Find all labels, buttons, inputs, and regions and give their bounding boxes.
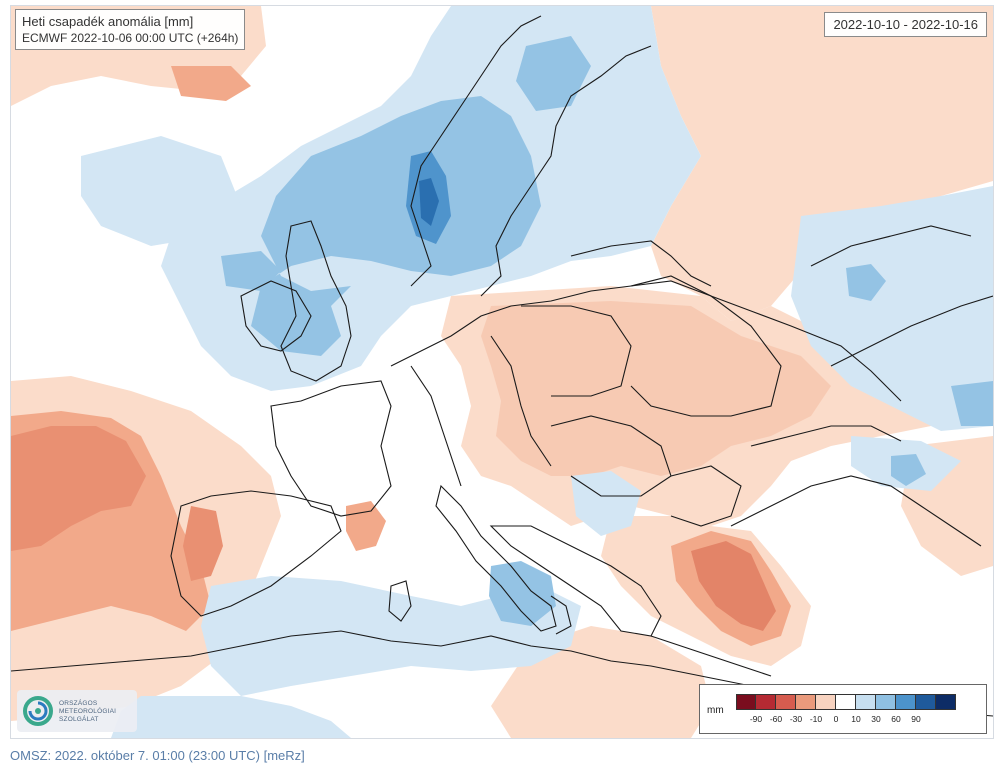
legend-swatch (776, 694, 796, 710)
logo-line-1: ORSZÁGOS (59, 700, 98, 707)
forecast-period: 2022-10-10 - 2022-10-16 (824, 12, 987, 37)
wet-dark-norway-core (419, 178, 439, 226)
legend-tick-label: 0 (833, 714, 839, 724)
legend-tick-label: 90 (911, 714, 921, 724)
legend-tick-label: 30 (871, 714, 881, 724)
border-poland (521, 305, 632, 397)
coast-black-sea-south (730, 475, 982, 547)
coast-aegean-south (650, 635, 772, 677)
footer-credit: OMSZ: 2022. október 7. 01:00 (23:00 UTC)… (10, 748, 305, 763)
map-subtitle: ECMWF 2022-10-06 00:00 UTC (+264h) (22, 31, 239, 45)
legend-tick-label: 10 (851, 714, 861, 724)
color-legend: mm -90 -60 -30 -10 0 10 30 60 90 (699, 684, 987, 734)
coast-norway (410, 15, 542, 287)
wet-area-western-mediterranean (201, 576, 581, 696)
map-frame: Heti csapadék anomália [mm] ECMWF 2022-1… (10, 5, 994, 739)
wet-moderate-tyrrhenian (489, 561, 556, 626)
wet-area-western-russia (791, 186, 993, 431)
border-france (270, 380, 392, 517)
coast-sicily (550, 595, 572, 635)
border-germany-west (410, 365, 462, 487)
coast-sardinia (388, 580, 412, 622)
legend-swatches (736, 694, 956, 710)
coast-baltic-east (570, 240, 712, 287)
dry-area-central-eastern-europe (441, 286, 931, 526)
border-belarus-ukraine (630, 275, 782, 417)
border-germany-east (490, 335, 552, 467)
logo-line-2: METEOROLÓGIAI (59, 708, 117, 715)
legend-tick-label: -60 (769, 714, 783, 724)
legend-swatch (936, 694, 956, 710)
border-russia-south (830, 295, 993, 367)
legend-swatch (836, 694, 856, 710)
legend-swatch (876, 694, 896, 710)
border-hungary-romania (550, 415, 672, 497)
dry-moderate-central-europe (481, 301, 831, 476)
border-bulgaria (670, 465, 742, 527)
legend-swatch (736, 694, 756, 710)
coast-sweden-finland (480, 45, 652, 297)
legend-swatch (916, 694, 936, 710)
logo-line-3: SZOLGÁLAT (59, 716, 99, 723)
dry-moderate-north-atlantic (171, 66, 251, 101)
wet-moderate-black-sea-spot (891, 454, 926, 486)
coast-iberia (170, 490, 342, 617)
precipitation-anomaly-map (11, 6, 993, 738)
wet-moderate-caucasus-spot (951, 381, 993, 426)
legend-unit: mm (707, 705, 724, 716)
legend-swatch (796, 694, 816, 710)
map-title-box: Heti csapadék anomália [mm] ECMWF 2022-1… (15, 9, 246, 50)
wet-anomaly-layer (81, 6, 993, 738)
wet-moderate-russia-spot (846, 264, 886, 301)
coast-italy (435, 484, 557, 632)
wet-moderate-sweden (516, 36, 591, 111)
wet-area-north-atlantic (81, 136, 241, 246)
omsz-logo: ORSZÁGOS METEOROLÓGIAI SZOLGÁLAT (17, 690, 137, 732)
dry-area-russia-north (651, 6, 993, 321)
legend-tick-label: -10 (809, 714, 823, 724)
coast-black-sea-north (750, 425, 902, 447)
legend-tick-label: 60 (891, 714, 901, 724)
legend-tick-label: -30 (789, 714, 803, 724)
legend-swatch (816, 694, 836, 710)
border-russia-north (810, 225, 972, 267)
dry-strong-atlantic-west (11, 426, 146, 551)
legend-swatch (756, 694, 776, 710)
dry-strong-portugal (183, 506, 223, 581)
legend-swatch (856, 694, 876, 710)
wet-moderate-norway-sea (251, 96, 541, 356)
legend-tick-label: -90 (749, 714, 763, 724)
map-title: Heti csapadék anomália [mm] (22, 14, 194, 29)
coast-great-britain (280, 220, 352, 382)
omsz-logo-icon (23, 696, 53, 726)
legend-swatch (896, 694, 916, 710)
wet-area-north-africa-coast (111, 696, 351, 738)
coast-ireland (240, 280, 312, 352)
wet-moderate-ireland (221, 251, 281, 291)
dry-strong-aegean (691, 541, 776, 631)
